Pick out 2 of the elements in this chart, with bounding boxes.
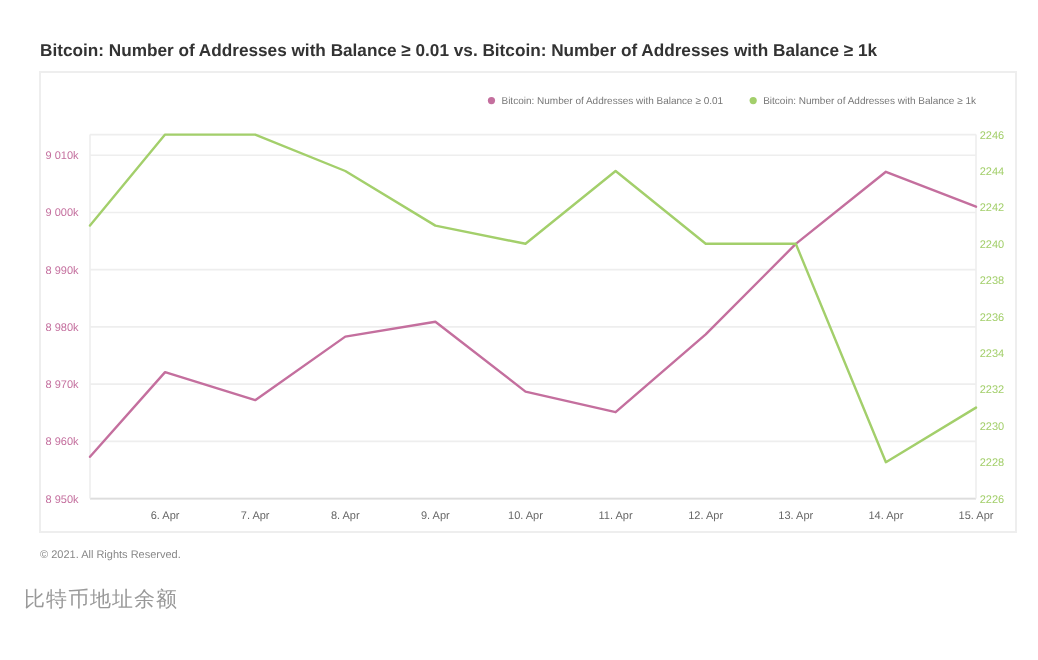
text: 比特币地址余额	[24, 586, 178, 612]
chart-title: Bitcoin: Number of Addresses with Balance ≥ 0.01 vs. Bitcoin: Number of Addresses with Balance ≥ 1k	[40, 40, 878, 60]
